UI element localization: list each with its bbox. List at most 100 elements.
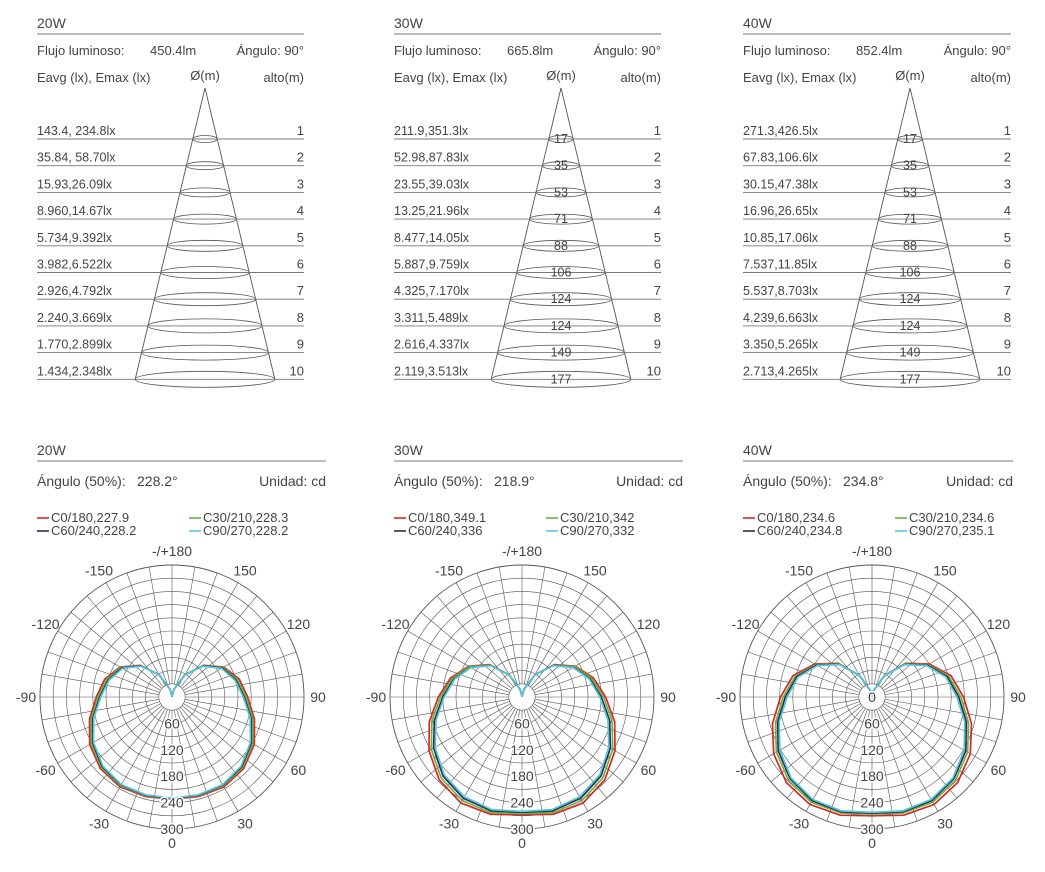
diameter-value: 53 (554, 185, 568, 199)
grid-spoke (848, 709, 871, 828)
grid-spoke (530, 595, 608, 688)
flux-value: 852.4lm (856, 43, 902, 58)
angle-tick: 90 (1010, 689, 1026, 705)
grid-spoke (47, 651, 160, 693)
illuminance-value: 13.25,21.96lx (394, 204, 470, 218)
angle-tick: 60 (291, 762, 307, 778)
angle-tick: 90 (310, 689, 326, 705)
angle-tick: -30 (439, 815, 459, 831)
angle-tick: -30 (89, 815, 109, 831)
legend-label-C30/210: C30/210,342 (560, 510, 634, 525)
height-value: 10 (997, 363, 1011, 378)
grid-spoke (826, 709, 868, 822)
angle-tick: 60 (641, 762, 657, 778)
illuminance-value: 8.477,14.05lx (394, 231, 470, 245)
cone-panel-30W: 30W Flujo luminoso: 665.8lm Ángulo: 90° Eavg… (394, 15, 661, 388)
height-value: 5 (1004, 230, 1011, 245)
polar-grid: -/+180-150 150-120 120-90 90-60 60-30 300 (366, 543, 676, 851)
grid-spoke (534, 651, 647, 693)
angle-tick: 0 (518, 835, 526, 851)
illuminance-value: 35.84, 58.70lx (37, 151, 116, 165)
grid-spoke (184, 673, 303, 696)
polar-panel-30W: 30W Ángulo (50%): 218.9° Unidad: cd C0/180,3… (366, 442, 683, 851)
illuminance-value: 2.119,3.513lx (394, 364, 469, 378)
grid-spoke (848, 566, 871, 685)
radial-tick: 240 (510, 795, 534, 811)
grid-spoke (878, 582, 939, 686)
grid-spoke (884, 701, 997, 743)
angle-tick: 30 (587, 815, 603, 831)
grid-spoke (57, 703, 161, 764)
polar-panel-20W: 20W Ángulo (50%): 228.2° Unidad: cd C0/180,2… (16, 442, 326, 851)
grid-spoke (757, 630, 861, 691)
radial-tick: 60 (864, 715, 880, 731)
legend-label-C60/240: C60/240,228.2 (51, 523, 136, 538)
grid-spoke (176, 709, 218, 822)
polar-curves (88, 664, 256, 800)
angle-tick: -60 (385, 762, 405, 778)
illuminance-value: 2.240,3.669lx (37, 311, 113, 325)
grid-spoke (436, 595, 514, 688)
radial-tick: 120 (860, 742, 884, 758)
height-header: alto(m) (621, 70, 661, 85)
cone-right-side (909, 87, 981, 381)
grid-spoke (876, 572, 918, 685)
angle50-label: Ángulo (50%): (743, 473, 832, 489)
grid-spoke (181, 705, 274, 783)
grid-spoke (528, 582, 589, 686)
eavg-emax-header: Eavg (lx), Emax (lx) (37, 70, 150, 85)
angle50-label: Ángulo (50%): (394, 473, 483, 489)
grid-spoke (786, 706, 864, 799)
grid-spoke (873, 709, 896, 828)
diameter-value: 177 (551, 372, 572, 386)
height-value: 6 (654, 257, 661, 272)
grid-spoke (526, 572, 568, 685)
grid-ring (158, 683, 186, 711)
height-value: 10 (290, 363, 304, 378)
cone-right-side (204, 87, 276, 381)
angle-tick: 30 (237, 815, 253, 831)
illuminance-value: 5.537,8.703lx (743, 284, 819, 298)
grid-spoke (105, 708, 166, 812)
grid-spoke (757, 703, 861, 764)
angle50-label: Ángulo (50%): (37, 473, 126, 489)
diameter-header: Ø(m) (546, 68, 576, 83)
flux-label: Flujo luminoso: (743, 43, 830, 58)
legend-label-C90/270: C90/270,332 (560, 523, 634, 538)
radial-tick: 120 (160, 742, 184, 758)
height-value: 8 (654, 310, 661, 325)
grid-spoke (741, 673, 860, 696)
illuminance-value: 23.55,39.03lx (394, 177, 470, 191)
grid-spoke (105, 582, 166, 686)
grid-spoke (533, 630, 637, 691)
angle-tick: 0 (868, 835, 876, 851)
series-line-C90/270 (778, 663, 966, 814)
illuminance-value: 3.982,6.522lx (37, 258, 113, 272)
height-value: 9 (654, 337, 661, 352)
angle-tick: 150 (583, 563, 607, 579)
illuminance-value: 15.93,26.09lx (37, 177, 113, 191)
illuminance-value: 3.350,5.265lx (743, 338, 819, 352)
polar-curves (428, 663, 616, 816)
height-header: alto(m) (264, 70, 304, 85)
grid-spoke (884, 698, 1003, 721)
angle-tick: 120 (287, 616, 311, 632)
angle-tick: -/+180 (852, 543, 892, 559)
illuminance-value: 143.4, 234.8lx (37, 124, 116, 138)
illuminance-value: 30.15,47.38lx (743, 177, 819, 191)
height-value: 1 (654, 123, 661, 138)
grid-spoke (534, 698, 653, 721)
height-value: 5 (654, 230, 661, 245)
diameter-value: 149 (551, 346, 572, 360)
eavg-emax-header: Eavg (lx), Emax (lx) (743, 70, 856, 85)
diameter-header: Ø(m) (895, 68, 925, 83)
flux-label: Flujo luminoso: (394, 43, 481, 58)
polar-legend: C0/180,227.9 C30/210,228.3 C60/240,228.2 C9… (37, 510, 288, 538)
illuminance-value: 5.734,9.392lx (37, 231, 113, 245)
grid-spoke (876, 709, 918, 822)
angle-label: Ángulo: 90° (237, 43, 304, 58)
grid-spoke (498, 566, 521, 685)
grid-spoke (476, 572, 518, 685)
radial-tick: 120 (510, 742, 534, 758)
polar-legend: C0/180,349.1 C30/210,342 C60/240,336 C90/27… (394, 510, 634, 538)
